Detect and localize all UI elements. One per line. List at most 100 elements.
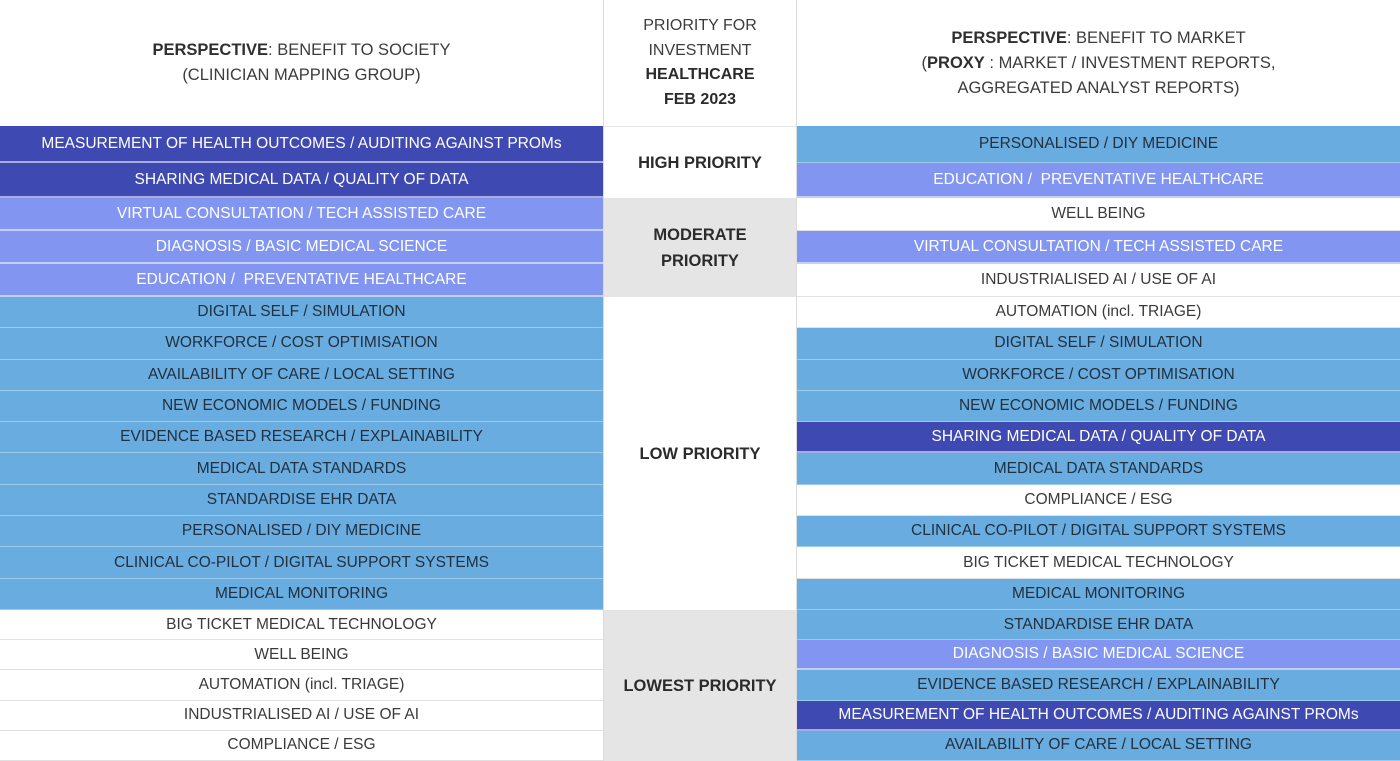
society-row: EVIDENCE BASED RESEARCH / EXPLAINABILITY xyxy=(0,422,603,454)
row-label: AUTOMATION (incl. TRIAGE) xyxy=(198,675,405,693)
priority-sections: HIGH PRIORITY MODERATE PRIORITY LOW PRIORIT… xyxy=(604,126,796,761)
row-label: NEW ECONOMIC MODELS / FUNDING xyxy=(161,397,441,415)
row-label: EVIDENCE BASED RESEARCH / EXPLAINABILITY xyxy=(120,428,483,446)
priority-header-line3: HEALTHCARE xyxy=(645,66,755,83)
market-row: AUTOMATION (incl. TRIAGE) xyxy=(797,297,1400,329)
society-row: SHARING MEDICAL DATA / QUALITY OF DATA xyxy=(0,163,603,198)
row-label: EDUCATION / PREVENTATIVE HEALTHCARE xyxy=(136,270,467,288)
market-row: BIG TICKET MEDICAL TECHNOLOGY xyxy=(797,547,1400,579)
market-header-line2: (PROXY : MARKET / INVESTMENT REPORTS, xyxy=(922,51,1276,76)
society-row: WELL BEING xyxy=(0,640,603,671)
society-header-rest: : BENEFIT TO SOCIETY xyxy=(268,41,451,59)
row-label: WELL BEING xyxy=(254,645,349,663)
market-row: MEDICAL DATA STANDARDS xyxy=(797,453,1400,485)
row-label: MEDICAL MONITORING xyxy=(1011,584,1186,602)
market-header-paren: ( xyxy=(921,53,928,72)
row-label: BIG TICKET MEDICAL TECHNOLOGY xyxy=(963,553,1234,571)
priority-section: HIGH PRIORITY xyxy=(604,126,796,198)
row-label: NEW ECONOMIC MODELS / FUNDING xyxy=(958,397,1238,415)
row-label: SHARING MEDICAL DATA / QUALITY OF DATA xyxy=(134,170,469,188)
priority-column: PRIORITY FOR INVESTMENT HEALTHCARE FEB 2… xyxy=(603,0,797,761)
row-label: COMPLIANCE / ESG xyxy=(227,736,376,754)
market-row: AVAILABILITY OF CARE / LOCAL SETTING xyxy=(797,730,1400,761)
society-header-line1: PERSPECTIVE: BENEFIT TO SOCIETY xyxy=(152,38,450,63)
row-label: DIGITAL SELF / SIMULATION xyxy=(994,334,1203,352)
row-label: AUTOMATION (incl. TRIAGE) xyxy=(995,303,1202,321)
market-row: SHARING MEDICAL DATA / QUALITY OF DATA xyxy=(797,422,1400,454)
priority-header-line4: FEB 2023 xyxy=(663,90,737,108)
priority-section: MODERATE PRIORITY xyxy=(604,198,796,297)
priority-header-line2: INVESTMENT xyxy=(648,41,752,59)
row-label: MEDICAL DATA STANDARDS xyxy=(993,459,1204,477)
row-label: MEDICAL DATA STANDARDS xyxy=(196,459,407,477)
society-row: MEDICAL MONITORING xyxy=(0,578,603,610)
society-row: DIGITAL SELF / SIMULATION xyxy=(0,297,603,329)
market-row: STANDARDISE EHR DATA xyxy=(797,609,1400,641)
priority-section-label: HIGH PRIORITY xyxy=(638,153,762,172)
priority-section: LOWEST PRIORITY xyxy=(604,610,796,761)
priority-section-label: LOW PRIORITY xyxy=(639,444,761,463)
market-header-bold: PERSPECTIVE xyxy=(951,28,1067,47)
row-label: STANDARDISE EHR DATA xyxy=(206,490,397,508)
row-label: BIG TICKET MEDICAL TECHNOLOGY xyxy=(166,615,437,633)
row-label: COMPLIANCE / ESG xyxy=(1024,490,1173,508)
row-label: CLINICAL CO-PILOT / DIGITAL SUPPORT SYST… xyxy=(114,553,489,571)
row-label: DIAGNOSIS / BASIC MEDICAL SCIENCE xyxy=(155,237,448,255)
market-rows: PERSONALISED / DIY MEDICINE EDUCATION / P… xyxy=(797,126,1400,761)
row-label: VIRTUAL CONSULTATION / TECH ASSISTED CAR… xyxy=(116,204,487,222)
society-row: COMPLIANCE / ESG xyxy=(0,730,603,761)
market-row: NEW ECONOMIC MODELS / FUNDING xyxy=(797,390,1400,423)
priority-section-label: MODERATE PRIORITY xyxy=(653,225,747,270)
row-label: EVIDENCE BASED RESEARCH / EXPLAINABILITY xyxy=(917,675,1280,693)
market-row: MEDICAL MONITORING xyxy=(797,578,1400,610)
market-row: WELL BEING xyxy=(797,198,1400,231)
row-label: MEASUREMENT OF HEALTH OUTCOMES / AUDITIN… xyxy=(838,705,1359,723)
society-row: PERSONALISED / DIY MEDICINE xyxy=(0,516,603,548)
row-label: WORKFORCE / COST OPTIMISATION xyxy=(165,334,438,352)
market-row: VIRTUAL CONSULTATION / TECH ASSISTED CAR… xyxy=(797,231,1400,264)
row-label: INDUSTRIALISED AI / USE OF AI xyxy=(980,271,1217,288)
row-label: EDUCATION / PREVENTATIVE HEALTHCARE xyxy=(933,170,1264,188)
row-label: CLINICAL CO-PILOT / DIGITAL SUPPORT SYST… xyxy=(911,522,1286,540)
society-row: CLINICAL CO-PILOT / DIGITAL SUPPORT SYST… xyxy=(0,547,603,579)
society-column: PERSPECTIVE: BENEFIT TO SOCIETY (CLINICI… xyxy=(0,0,603,761)
society-header-bold: PERSPECTIVE xyxy=(152,41,269,59)
priority-section: LOW PRIORITY xyxy=(604,297,796,610)
market-row: MEASUREMENT OF HEALTH OUTCOMES / AUDITIN… xyxy=(797,700,1400,731)
society-row: MEASUREMENT OF HEALTH OUTCOMES / AUDITIN… xyxy=(0,126,603,163)
row-label: INDUSTRIALISED AI / USE OF AI xyxy=(183,706,420,724)
society-row: INDUSTRIALISED AI / USE OF AI xyxy=(0,700,603,731)
market-row: INDUSTRIALISED AI / USE OF AI xyxy=(797,264,1400,297)
society-row: VIRTUAL CONSULTATION / TECH ASSISTED CAR… xyxy=(0,198,603,231)
market-header-line1: PERSPECTIVE: BENEFIT TO MARKET xyxy=(951,26,1245,51)
row-label: STANDARDISE EHR DATA xyxy=(1003,615,1194,633)
society-row: NEW ECONOMIC MODELS / FUNDING xyxy=(0,390,603,423)
market-row: WORKFORCE / COST OPTIMISATION xyxy=(797,359,1400,391)
market-header-rest: : BENEFIT TO MARKET xyxy=(1066,28,1246,47)
market-row: DIGITAL SELF / SIMULATION xyxy=(797,328,1400,360)
market-row: DIAGNOSIS / BASIC MEDICAL SCIENCE xyxy=(797,640,1400,671)
society-row: MEDICAL DATA STANDARDS xyxy=(0,453,603,485)
market-header-proxy-bold: PROXY xyxy=(927,53,985,72)
market-row: COMPLIANCE / ESG xyxy=(797,484,1400,517)
priority-header-line1: PRIORITY FOR xyxy=(643,17,757,34)
priority-column-header: PRIORITY FOR INVESTMENT HEALTHCARE FEB 2… xyxy=(604,0,796,126)
society-row: AVAILABILITY OF CARE / LOCAL SETTING xyxy=(0,359,603,391)
row-label: PERSONALISED / DIY MEDICINE xyxy=(978,135,1219,152)
row-label: MEASUREMENT OF HEALTH OUTCOMES / AUDITIN… xyxy=(41,134,562,152)
market-header-line3: AGGREGATED ANALYST REPORTS) xyxy=(957,78,1240,97)
society-row: EDUCATION / PREVENTATIVE HEALTHCARE xyxy=(0,264,603,297)
society-column-header: PERSPECTIVE: BENEFIT TO SOCIETY (CLINICI… xyxy=(0,0,603,126)
society-header-line2: (CLINICIAN MAPPING GROUP) xyxy=(182,66,421,84)
row-label: WELL BEING xyxy=(1051,205,1146,222)
row-label: DIGITAL SELF / SIMULATION xyxy=(197,303,406,321)
society-row: DIAGNOSIS / BASIC MEDICAL SCIENCE xyxy=(0,231,603,264)
society-rows: MEASUREMENT OF HEALTH OUTCOMES / AUDITIN… xyxy=(0,126,603,761)
society-row: BIG TICKET MEDICAL TECHNOLOGY xyxy=(0,609,603,641)
priority-section-label: LOWEST PRIORITY xyxy=(623,676,777,695)
row-label: SHARING MEDICAL DATA / QUALITY OF DATA xyxy=(931,427,1266,445)
society-row: AUTOMATION (incl. TRIAGE) xyxy=(0,670,603,701)
row-label: DIAGNOSIS / BASIC MEDICAL SCIENCE xyxy=(952,645,1245,663)
market-row: PERSONALISED / DIY MEDICINE xyxy=(797,126,1400,163)
